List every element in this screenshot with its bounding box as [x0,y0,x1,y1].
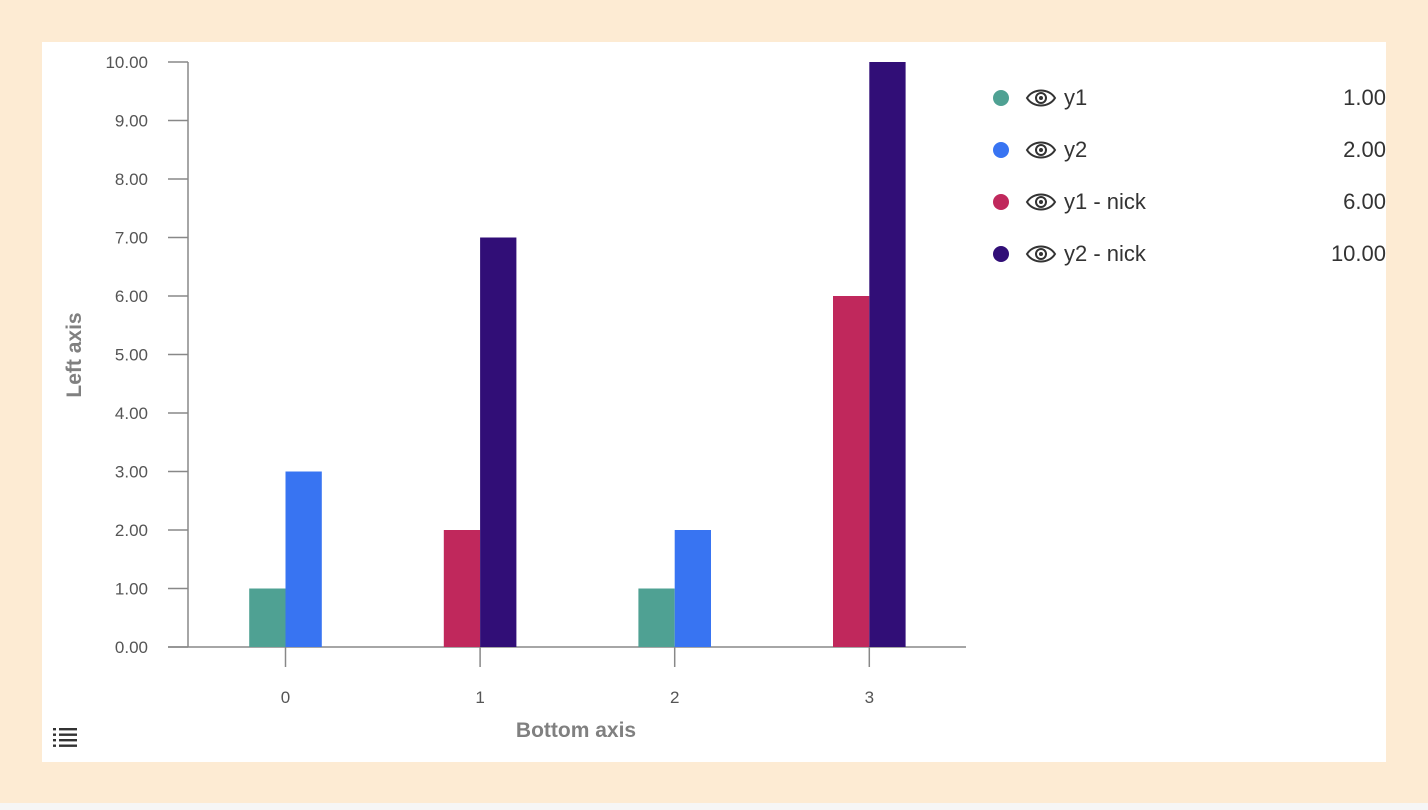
y-tick-label: 9.00 [115,112,148,131]
bar-chart: 0.00 1.00 2.00 3.00 4.00 5.00 6.00 7.00 8.00 9.00… [63,53,966,742]
legend-color-dot [993,142,1009,158]
legend-label: y1 [1064,85,1088,110]
y-tick-label: 1.00 [115,580,148,599]
y-tick-label: 7.00 [115,229,148,248]
bar [638,588,675,647]
y-tick-label: 5.00 [115,346,148,365]
list-icon[interactable] [52,726,78,748]
chart-panel: 0.00 1.00 2.00 3.00 4.00 5.00 6.00 7.00 8.00 9.00… [42,42,1386,762]
legend-value: 2.00 [1343,137,1386,162]
y-tick-label: 8.00 [115,170,148,189]
page-bottom-strip [0,803,1428,810]
legend-value: 6.00 [1343,189,1386,214]
eye-icon[interactable] [1025,243,1057,265]
legend-item-y2-nick[interactable]: y2 - nick 10.00 [990,228,1386,280]
legend-color-dot [993,194,1009,210]
y-tick-label: 3.00 [115,463,148,482]
x-tick-label: 2 [670,688,679,707]
bar [249,588,286,647]
legend-value: 10.00 [1330,241,1386,266]
y-axis-title: Left axis [63,312,86,397]
x-tick-label: 1 [475,688,484,707]
bar [674,530,711,647]
y-tick-label: 10.00 [105,53,148,72]
y-tick-label: 0.00 [115,638,148,657]
bar [869,62,906,647]
legend-label: y2 - nick [1064,241,1146,266]
legend-item-y1[interactable]: y1 1.00 [990,72,1386,124]
bar [443,530,481,647]
bar [285,471,322,647]
y-tick-label: 6.00 [115,287,148,306]
legend-label: y2 [1064,137,1088,162]
bar [833,296,870,647]
legend-color-dot [993,246,1009,262]
legend-label: y1 - nick [1064,189,1146,214]
legend-item-y1-nick[interactable]: y1 - nick 6.00 [990,176,1386,228]
legend: y1 1.00 y2 2.00 y1 - nick 6.00 [990,72,1386,280]
y-tick-label: 2.00 [115,521,148,540]
eye-icon[interactable] [1025,191,1057,213]
x-axis-title: Bottom axis [516,719,636,742]
x-tick-label: 3 [865,688,874,707]
y-tick-label: 4.00 [115,404,148,423]
x-tick-label: 0 [281,688,290,707]
bar [480,237,517,647]
eye-icon[interactable] [1025,139,1057,161]
legend-value: 1.00 [1343,85,1386,110]
eye-icon[interactable] [1025,87,1057,109]
legend-item-y2[interactable]: y2 2.00 [990,124,1386,176]
legend-color-dot [993,90,1009,106]
